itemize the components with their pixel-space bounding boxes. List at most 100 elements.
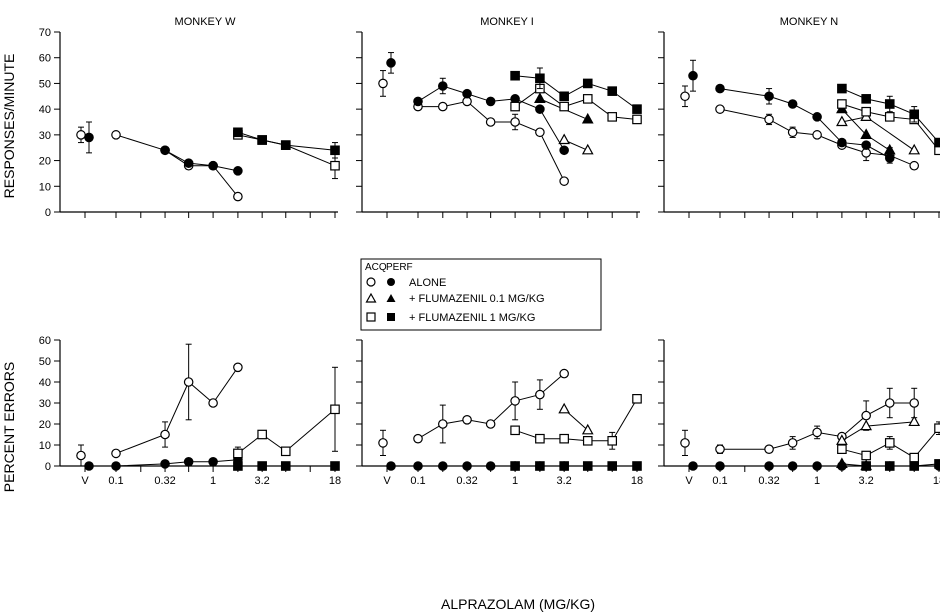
monkey-i-x-tick-label: 0.1	[410, 475, 425, 487]
monkey-n-x-tick-label: 18	[933, 475, 940, 487]
monkey-w-x-tick-label: V	[81, 475, 89, 487]
top-y-axis-label: RESPONSES/MINUTE	[1, 54, 17, 199]
monkey-n-errors-open-circle-point	[764, 444, 774, 454]
monkey-n-errors-open-triangle-series-line	[841, 421, 915, 442]
responses-y-tick-label: 50	[39, 78, 51, 90]
monkey-i-errors-open-square-point	[559, 433, 569, 444]
monkey-w-errors-filled-square-point	[280, 461, 291, 471]
monkey-n-errors-open-square-point	[861, 450, 871, 461]
monkey-i-responses-filled-square-point	[582, 78, 593, 89]
legend-acq-triangle-marker	[365, 292, 377, 303]
monkey-n-errors-filled-square-point	[909, 461, 920, 471]
monkey-i-responses-filled-square-series-line	[515, 75, 638, 110]
monkey-i-responses-filled-triangle-point	[581, 112, 594, 124]
monkey-i-responses-filled-circle-point	[413, 96, 423, 107]
monkey-w-errors-data	[76, 343, 340, 471]
errors-y-tick-label: 40	[39, 377, 51, 389]
responses-y-tick-label: 70	[39, 27, 51, 39]
monkey-i-errors-filled-square-point	[535, 461, 545, 471]
monkey-i-errors-open-circle-point	[485, 419, 496, 429]
monkey-n-errors-data	[680, 387, 940, 471]
data-layer	[76, 52, 940, 471]
responses-y-tick-label: 20	[39, 156, 51, 168]
legend-perf-circle-marker	[387, 278, 395, 286]
monkey-w-responses-open-circle-series-line	[115, 134, 239, 197]
monkey-n-errors-open-circle-point	[812, 427, 822, 438]
monkey-w-responses-open-circle-point	[111, 130, 121, 140]
monkey-i-errors-open-circle-series-line	[417, 373, 565, 440]
monkey-n-errors-vehicle-filled-circle-point	[688, 461, 698, 471]
monkey-i-responses-open-square-point	[582, 94, 593, 104]
monkey-i-responses-open-circle-point	[559, 176, 569, 186]
monkey-i-x-tick-label: 0.32	[456, 475, 477, 487]
monkey-i-responses-open-square-point	[510, 101, 520, 112]
monkey-n-errors-open-circle-point	[787, 438, 798, 448]
monkey-n-responses-filled-square-point	[909, 109, 920, 120]
errors-y-tick-label: 20	[39, 419, 51, 431]
monkey-i-errors-filled-circle-point	[437, 461, 448, 471]
monkey-n-x-tick-label: 3.2	[859, 475, 874, 487]
monkey-w-errors-filled-square-point	[330, 461, 340, 471]
monkey-n-responses-open-circle-point	[715, 104, 725, 114]
monkey-i-errors-vehicle-filled-circle-point	[386, 461, 396, 471]
monkey-n-responses-filled-circle-point	[787, 99, 798, 109]
monkey-w-errors-open-square-series-line	[237, 408, 336, 454]
monkey-n-errors-open-triangle-point	[908, 415, 921, 427]
monkey-n-errors-filled-square-point	[884, 461, 895, 471]
responses-y-tick-label: 40	[39, 104, 51, 116]
monkey-w-responses-open-square-series-line	[237, 134, 336, 167]
monkey-i-errors-filled-square-point	[607, 461, 618, 471]
monkey-w-errors-filled-circle-point	[111, 461, 121, 471]
monkey-i-responses-open-square-point	[632, 114, 642, 125]
monkey-i-errors-data	[378, 368, 642, 471]
monkey-n-errors-open-triangle-point	[836, 434, 848, 445]
monkey-n-errors-open-square-point	[934, 423, 940, 433]
monkey-i-responses-open-triangle-point	[581, 143, 594, 155]
monkey-i-errors-open-circle-point	[437, 419, 448, 429]
monkey-w-x-tick-label: 0.1	[108, 475, 123, 487]
monkey-i-errors-open-circle-point	[559, 368, 569, 379]
monkey-n-errors-open-square-point	[837, 444, 847, 454]
monkey-i-x-tick-label: V	[383, 475, 391, 487]
monkey-i-responses-filled-circle-point	[535, 104, 545, 114]
monkey-w-x-tick-label: 18	[329, 475, 341, 487]
monkey-w-errors-filled-circle-series-line	[115, 459, 238, 467]
monkey-i-errors-filled-square-point	[559, 461, 569, 471]
monkey-i-errors-open-circle-point	[535, 389, 545, 400]
monkey-i-responses-vehicle-open-circle-point	[378, 78, 388, 89]
monkey-w-x-tick-label: 3.2	[255, 475, 270, 487]
monkey-w-errors-open-square-point	[233, 448, 243, 459]
monkey-i-responses-data	[378, 52, 642, 186]
monkey-w-responses-vehicle-filled-circle-point	[84, 132, 94, 143]
monkey-n-responses-open-square-point	[884, 112, 895, 122]
monkey-n-responses-open-square-series-line	[841, 103, 940, 151]
monkey-i-errors-filled-circle-point	[413, 461, 423, 471]
monkey-n-errors-filled-triangle-point	[836, 457, 848, 469]
legend-box	[360, 258, 602, 331]
legend: ACQ PERF ALONE + FLUMAZENIL 0.1 MG/KG + …	[360, 258, 602, 331]
monkey-n-errors-filled-circle-point	[715, 461, 725, 471]
monkey-n-errors-open-circle-point	[715, 444, 725, 454]
errors-y-tick-label: 60	[39, 335, 51, 347]
monkey-i-errors-filled-circle-point	[462, 461, 472, 471]
monkey-n-errors-open-square-point	[909, 452, 920, 463]
monkey-n-errors-open-circle-point	[909, 398, 920, 408]
monkey-n-responses-open-square-point	[861, 106, 871, 117]
monkey-w-responses-vehicle-open-circle-point	[76, 130, 86, 140]
monkey-w-errors-filled-square-point	[233, 461, 243, 471]
monkey-n-responses-open-circle-point	[909, 160, 920, 171]
monkey-i-responses-filled-circle-point	[485, 96, 496, 107]
monkey-i-responses-open-triangle-point	[558, 133, 571, 145]
monkey-w-responses-filled-circle-point	[183, 158, 194, 168]
errors-y-tick-label: 10	[39, 440, 51, 452]
monkey-n-responses-filled-circle-point	[812, 112, 822, 122]
monkey-n-responses-open-circle-point	[764, 114, 774, 125]
monkey-i-responses-filled-circle-point	[462, 88, 472, 99]
responses-y-tick-label: 60	[39, 53, 51, 65]
monkey-n-responses-filled-square-point	[934, 137, 940, 148]
monkey-i-responses-filled-square-point	[607, 86, 618, 96]
monkey-n-errors-filled-circle-point	[812, 461, 822, 471]
legend-label-flumazenil-1: + FLUMAZENIL 1 MG/KG	[409, 312, 535, 324]
monkey-n-responses-filled-square-point	[861, 94, 871, 104]
